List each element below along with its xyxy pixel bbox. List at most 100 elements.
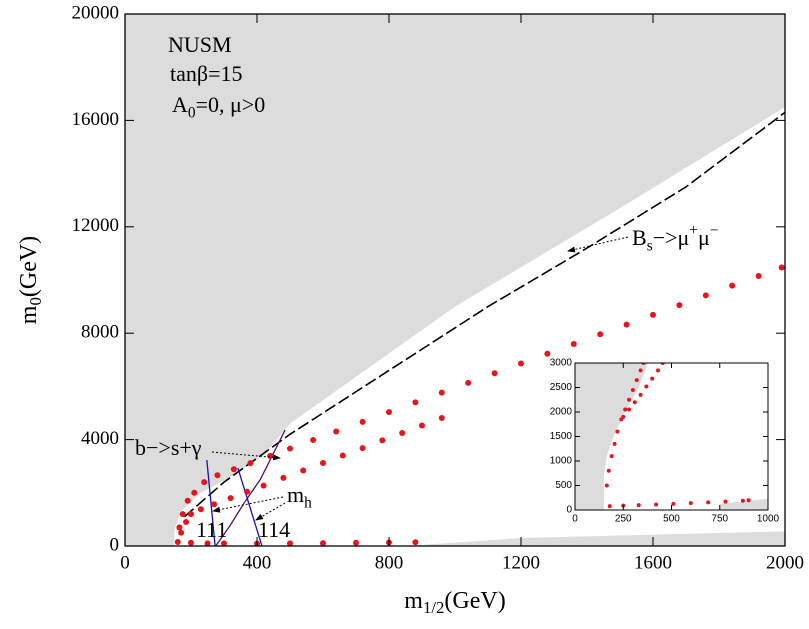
constraint-line <box>215 429 286 546</box>
point <box>300 467 307 474</box>
x-tick-label: 2000 <box>766 552 804 573</box>
y-tick-label: 2000 <box>550 407 573 418</box>
arrow <box>211 451 281 461</box>
point <box>267 452 274 459</box>
x-tick-label: 750 <box>711 514 728 525</box>
annotation: NUSM <box>168 32 232 57</box>
point <box>706 500 711 505</box>
point <box>615 429 620 434</box>
point <box>702 292 709 299</box>
point <box>636 503 641 508</box>
point <box>359 445 366 452</box>
point <box>604 483 609 488</box>
point <box>723 499 728 504</box>
point <box>230 466 237 473</box>
point <box>419 422 425 429</box>
point <box>287 540 293 546</box>
point <box>597 331 604 338</box>
plot-area <box>125 14 785 546</box>
annotation: 111 <box>196 517 227 542</box>
constraint-line <box>237 467 263 546</box>
point <box>688 501 693 506</box>
point <box>518 360 524 367</box>
x-tick-label: 500 <box>663 514 680 525</box>
text-part: h <box>304 494 312 511</box>
annotation: A0=0, μ>0 <box>172 92 265 121</box>
point <box>612 441 617 446</box>
annotation: 114 <box>258 517 290 542</box>
point <box>221 540 227 546</box>
point <box>650 376 655 381</box>
point <box>201 479 208 486</box>
point <box>359 418 366 425</box>
excluded-region <box>405 531 785 546</box>
excluded-region <box>125 14 785 546</box>
point <box>623 321 630 328</box>
text-part: b−>s+γ <box>135 435 202 460</box>
point <box>188 539 194 546</box>
text-part: (GeV) <box>444 588 505 614</box>
point <box>386 409 392 416</box>
point <box>438 415 445 422</box>
point <box>247 460 254 467</box>
text-part: s <box>647 237 653 254</box>
annotation: Bs−>μ+μ− <box>632 222 718 254</box>
text-part: =0, μ>0 <box>196 92 266 117</box>
point <box>623 407 628 412</box>
point <box>191 489 198 496</box>
point <box>183 519 190 526</box>
text-part: A <box>172 92 188 117</box>
text-part: 1/2 <box>423 598 444 617</box>
text-part: 111 <box>196 517 227 542</box>
text-part: B <box>632 225 647 250</box>
point <box>176 524 183 531</box>
point <box>621 414 626 419</box>
y-axis-label: m0(GeV) <box>16 236 46 324</box>
constraint-line <box>183 111 785 518</box>
point <box>227 495 234 502</box>
x-tick-label: 0 <box>120 552 130 573</box>
point <box>491 370 498 377</box>
point <box>544 350 551 357</box>
y-tick-label: 0 <box>110 534 120 555</box>
x-tick-label: 0 <box>572 514 578 525</box>
annotation: b−>s+γ <box>135 435 202 460</box>
arrow <box>255 502 286 521</box>
point <box>244 488 251 495</box>
point <box>655 368 660 373</box>
point <box>632 400 637 405</box>
x-tick-label: 250 <box>615 514 632 525</box>
point <box>740 498 745 503</box>
point <box>412 399 419 406</box>
point <box>746 498 751 503</box>
y-tick-label: 3000 <box>550 358 573 369</box>
point <box>676 302 683 309</box>
annotation: tanβ=15 <box>170 61 242 86</box>
point <box>644 384 649 389</box>
point <box>607 504 612 509</box>
point <box>638 392 643 397</box>
text-part: m <box>287 482 304 507</box>
point <box>379 437 386 444</box>
text-part: m <box>16 305 42 324</box>
point <box>280 474 287 481</box>
point <box>399 429 406 436</box>
y-tick-label: 2500 <box>550 382 573 393</box>
text-part: μ <box>698 225 710 250</box>
text-part: 114 <box>258 517 290 542</box>
point <box>353 539 359 546</box>
point <box>606 468 611 473</box>
text-part: 0 <box>26 297 45 305</box>
plot-area <box>575 363 768 510</box>
point <box>627 407 632 412</box>
point <box>438 389 445 396</box>
point <box>211 501 218 508</box>
point <box>634 378 639 383</box>
point <box>204 540 211 546</box>
point <box>654 502 659 507</box>
y-tick-label: 500 <box>555 480 572 491</box>
point <box>412 539 419 546</box>
text-part: −>μ <box>653 225 690 250</box>
